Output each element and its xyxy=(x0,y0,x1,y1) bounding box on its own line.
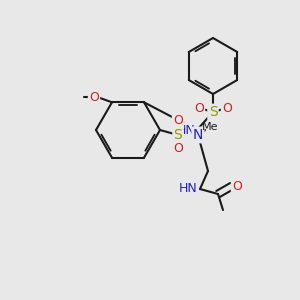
Text: S: S xyxy=(208,105,217,119)
Text: O: O xyxy=(232,179,242,193)
Text: HN: HN xyxy=(178,182,197,196)
Text: HN: HN xyxy=(176,124,195,136)
Text: O: O xyxy=(194,101,204,115)
Text: O: O xyxy=(173,142,183,155)
Text: N: N xyxy=(193,128,203,142)
Text: O: O xyxy=(89,91,99,104)
Text: O: O xyxy=(173,115,183,128)
Text: O: O xyxy=(222,101,232,115)
Text: S: S xyxy=(174,128,182,142)
Text: Me: Me xyxy=(202,122,218,132)
